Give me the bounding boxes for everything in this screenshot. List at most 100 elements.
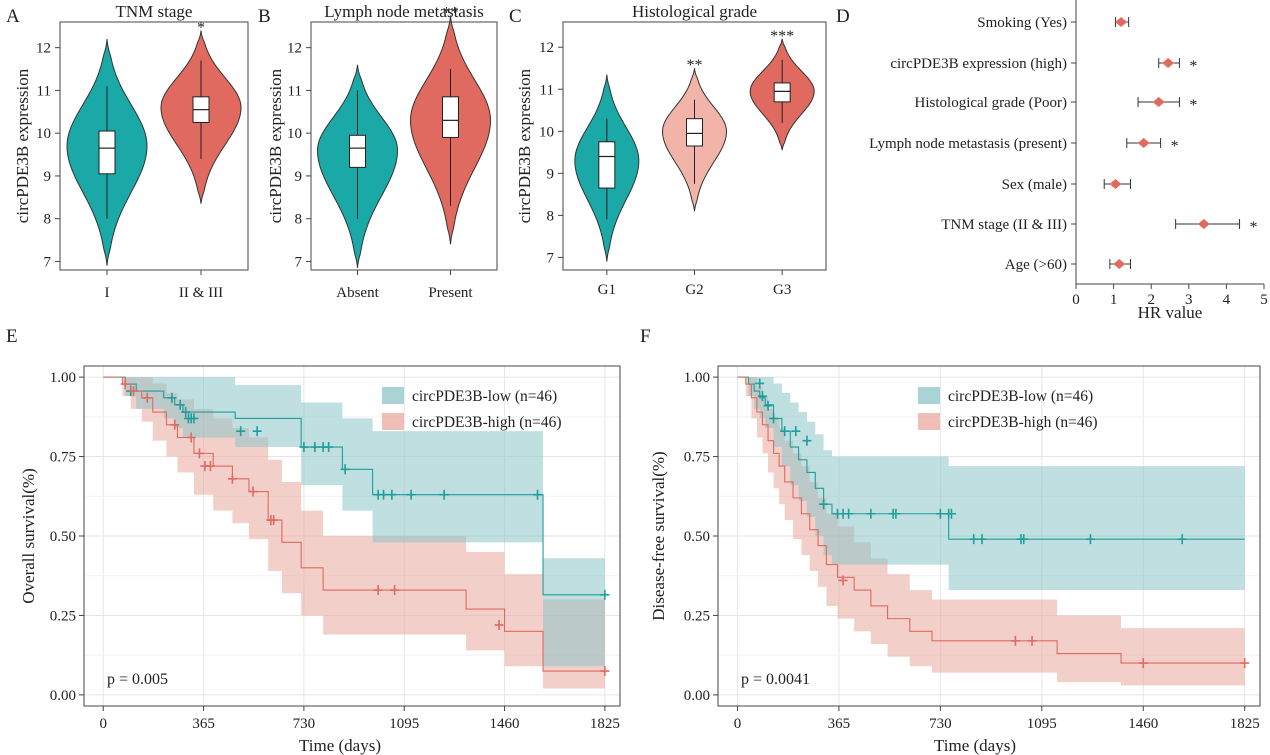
censor-mark bbox=[194, 448, 204, 459]
censor-mark bbox=[1177, 534, 1187, 545]
y-tick-label: 12 bbox=[539, 40, 554, 56]
legend-item-1: circPDE3B-high (n=46) bbox=[382, 413, 562, 431]
panel-letter-A: A bbox=[6, 6, 20, 27]
legend-label: circPDE3B-low (n=46) bbox=[412, 388, 557, 405]
significance-mark: *** bbox=[770, 28, 794, 45]
y-tick-label: 0.75 bbox=[684, 450, 710, 466]
panel-letter-E: E bbox=[6, 326, 18, 347]
y-tick-label: 7 bbox=[44, 254, 52, 270]
censor-mark bbox=[763, 400, 773, 411]
censor-mark bbox=[757, 391, 767, 402]
censor-mark bbox=[120, 379, 130, 390]
km-panel-F: 0.00 0.25 0.50 0.75 1.00 0 365 730 1095 1460 1825 T… bbox=[649, 365, 1261, 755]
legend-item-0: circPDE3B-low (n=46) bbox=[382, 387, 557, 405]
x-tick-label: 1095 bbox=[389, 716, 419, 732]
x-tick-label: 4 bbox=[1223, 292, 1231, 308]
x-tick-label: I bbox=[105, 285, 110, 301]
censor-mark bbox=[1010, 635, 1020, 646]
survival-curve-1 bbox=[103, 376, 605, 672]
violin-panel-C: Histological grade circPDE3B expression 7 8… bbox=[515, 2, 827, 298]
x-tick-label: 1825 bbox=[1230, 716, 1260, 732]
chart-title: Histological grade bbox=[632, 2, 757, 21]
y-tick-label: 10 bbox=[539, 124, 554, 140]
hr-point bbox=[1137, 138, 1150, 148]
censor-mark bbox=[142, 392, 152, 403]
y-axis-label: circPDE3B expression bbox=[515, 68, 534, 223]
censor-mark bbox=[977, 534, 987, 545]
legend-label: circPDE3B-low (n=46) bbox=[948, 388, 1093, 405]
y-tick-label: 0.00 bbox=[684, 688, 710, 704]
x-tick-label: 1825 bbox=[590, 716, 620, 732]
y-tick-label: 9 bbox=[44, 169, 52, 185]
panel-letter-C: C bbox=[509, 6, 522, 27]
censor-mark bbox=[170, 419, 180, 430]
censor-mark bbox=[1027, 635, 1037, 646]
censor-mark bbox=[1085, 534, 1095, 545]
censor-mark bbox=[248, 486, 258, 497]
x-tick-label: 3 bbox=[1185, 292, 1193, 308]
y-axis-label: circPDE3B expression bbox=[266, 68, 285, 223]
censor-mark bbox=[969, 534, 979, 545]
censor-mark bbox=[269, 515, 279, 526]
censor-mark bbox=[755, 378, 765, 389]
censor-mark bbox=[186, 432, 196, 443]
censor-mark bbox=[310, 442, 320, 453]
x-tick-label: 730 bbox=[929, 716, 952, 732]
censor-mark bbox=[1240, 658, 1250, 669]
legend-swatch bbox=[918, 413, 940, 430]
forest-row: Histological grade (Poor) * bbox=[915, 95, 1198, 114]
x-tick-label: 730 bbox=[293, 716, 316, 732]
significance-mark: * bbox=[1171, 138, 1179, 155]
legend-label: circPDE3B-high (n=46) bbox=[412, 414, 562, 431]
y-tick-label: 1.00 bbox=[684, 370, 710, 386]
censor-mark bbox=[181, 407, 191, 418]
censor-mark bbox=[600, 589, 610, 600]
censor-mark bbox=[236, 426, 246, 437]
km-panel-E: 0.00 0.25 0.50 0.75 1.00 0 365 730 1095 1460 1825 T… bbox=[19, 365, 621, 755]
y-tick-label: 10 bbox=[287, 126, 302, 142]
x-axis-label: Time (days) bbox=[299, 736, 381, 755]
x-tick-label: 0 bbox=[734, 716, 742, 732]
violin-panel-A: TNM stage circPDE3B expression 7 8 9 10 11 12 I *… bbox=[13, 2, 249, 301]
violin-panel-B: Lymph node metastasis circPDE3B expressio… bbox=[266, 2, 498, 301]
p-value: p = 0.0041 bbox=[741, 671, 810, 688]
x-tick-label: 5 bbox=[1260, 292, 1268, 308]
x-tick-label: 365 bbox=[192, 716, 215, 732]
violin-group-1: ** G2 bbox=[662, 57, 727, 298]
censor-mark bbox=[600, 666, 610, 677]
confidence-band-1 bbox=[737, 377, 1245, 686]
confidence-band-1 bbox=[103, 377, 605, 689]
legend-swatch bbox=[918, 387, 940, 404]
legend-swatch bbox=[382, 387, 404, 404]
censor-mark bbox=[819, 499, 829, 510]
hr-point bbox=[1197, 219, 1210, 229]
violin-group-0: I bbox=[66, 39, 148, 301]
x-tick-label: 1095 bbox=[1027, 716, 1057, 732]
survival-curve-1 bbox=[737, 376, 1245, 664]
plot-frame bbox=[59, 21, 249, 271]
y-tick-label: 11 bbox=[540, 82, 554, 98]
x-tick-label: 1 bbox=[1110, 292, 1118, 308]
significance-mark: * bbox=[1189, 58, 1197, 75]
y-tick-label: 0.25 bbox=[684, 608, 710, 624]
x-tick-label: 2 bbox=[1147, 292, 1155, 308]
survival-curve-0 bbox=[103, 376, 605, 596]
x-axis-label: HR value bbox=[1138, 303, 1203, 322]
censor-mark bbox=[373, 585, 383, 596]
legend-swatch bbox=[382, 413, 404, 430]
significance-mark: * bbox=[197, 20, 205, 37]
censor-mark bbox=[1138, 658, 1148, 669]
censor-mark bbox=[1019, 534, 1029, 545]
y-tick-label: 1.00 bbox=[50, 370, 76, 386]
panel-letter-B: B bbox=[258, 6, 271, 27]
censor-mark bbox=[769, 413, 779, 424]
chart-title: Lymph node metastasis bbox=[324, 2, 484, 21]
violin-group-0: G1 bbox=[574, 74, 640, 298]
censor-mark bbox=[128, 386, 138, 397]
y-tick-label: 11 bbox=[288, 83, 302, 99]
row-label: Age (>60) bbox=[1005, 257, 1067, 273]
forest-panel-D: Smoking (Yes) circPDE3B expression (high)… bbox=[869, 0, 1268, 322]
legend-item-0: circPDE3B-low (n=46) bbox=[918, 387, 1093, 405]
hr-point bbox=[1152, 97, 1165, 107]
